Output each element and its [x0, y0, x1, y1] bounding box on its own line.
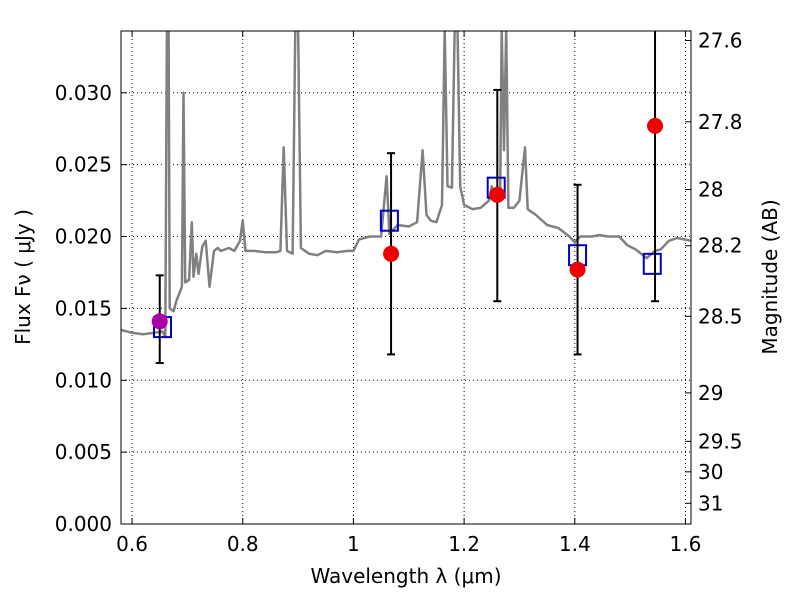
mag-tick-label: 27.6: [698, 28, 743, 52]
y-tick-label: 0.020: [55, 225, 112, 249]
y-tick-label: 0.015: [55, 296, 112, 320]
x-tick-label: 1: [347, 532, 360, 556]
x-tick-label: 1.4: [559, 532, 591, 556]
y-tick-label: 0.030: [55, 81, 112, 105]
mag-tick-label: 29: [698, 381, 723, 405]
y-tick-label: 0.010: [55, 368, 112, 392]
mag-tick-label: 28.2: [698, 234, 743, 258]
mag-tick-label: 31: [698, 491, 723, 515]
mag-tick-label: 28: [698, 178, 723, 202]
observed-point: [569, 261, 586, 278]
x-axis-title: Wavelength λ (μm): [310, 564, 501, 588]
axes: 0.6 0.8 1 1.2 1.4 1.6 0.000 0.005 0.010 0.015 0.02…: [55, 28, 743, 556]
plot-area: [121, 31, 691, 365]
observed-point: [489, 186, 506, 203]
observed-point: [151, 313, 168, 330]
model-box-marker: [379, 209, 399, 232]
x-tick-label: 0.8: [227, 532, 259, 556]
mag-tick-label: 29.5: [698, 429, 743, 453]
x-tick-label: 1.6: [670, 532, 702, 556]
plot-frame: [120, 30, 692, 525]
mag-tick-label: 28.5: [698, 304, 743, 328]
y-tick-label: 0.000: [55, 512, 112, 536]
x-tick-label: 0.6: [116, 532, 148, 556]
x-tick-label: 1.2: [448, 532, 480, 556]
mag-tick-label: 27.8: [698, 110, 743, 134]
y-tick-label: 0.005: [55, 440, 112, 464]
observed-point: [383, 245, 400, 262]
model-box-marker: [642, 252, 662, 275]
y2-axis-title: Magnitude (AB): [758, 199, 782, 354]
observed-point: [647, 117, 664, 134]
mag-tick-label: 30: [698, 460, 723, 484]
y-axis-title: Flux Fν ( μJy ): [11, 209, 35, 345]
spectrum-line: [121, 31, 691, 339]
grid: [121, 31, 691, 525]
y-tick-label: 0.025: [55, 153, 112, 177]
